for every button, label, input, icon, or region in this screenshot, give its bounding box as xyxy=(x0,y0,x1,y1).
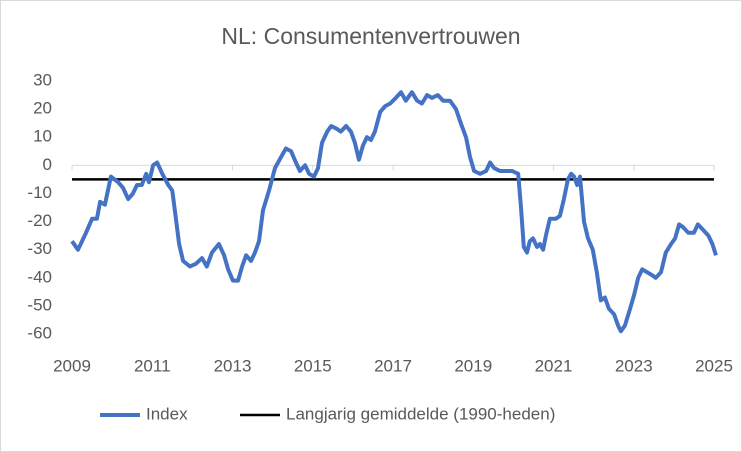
y-tick-label: -30 xyxy=(27,239,52,258)
y-tick-label: -60 xyxy=(27,323,52,342)
x-tick-label: 2023 xyxy=(615,356,653,375)
y-tick-label: 20 xyxy=(33,99,52,118)
x-tick-label: 2009 xyxy=(53,356,91,375)
legend-label: Index xyxy=(146,404,188,423)
x-tick-label: 2013 xyxy=(214,356,252,375)
y-tick-label: -40 xyxy=(27,267,52,286)
y-tick-label: -10 xyxy=(27,183,52,202)
x-tick-label: 2021 xyxy=(535,356,573,375)
y-tick-label: 0 xyxy=(43,155,52,174)
y-tick-label: -50 xyxy=(27,295,52,314)
index-line xyxy=(70,90,718,334)
x-tick-label: 2017 xyxy=(374,356,412,375)
x-tick-label: 2015 xyxy=(294,356,332,375)
chart-title: NL: Consumentenvertrouwen xyxy=(221,23,520,49)
x-tick-label: 2025 xyxy=(695,356,733,375)
y-tick-label: 30 xyxy=(33,70,52,89)
y-tick-label: -20 xyxy=(27,211,52,230)
x-tick-label: 2011 xyxy=(134,356,171,375)
legend-label: Langjarig gemiddelde (1990-heden) xyxy=(286,404,555,423)
x-tick-label: 2019 xyxy=(454,356,492,375)
y-tick-label: 10 xyxy=(33,127,52,146)
